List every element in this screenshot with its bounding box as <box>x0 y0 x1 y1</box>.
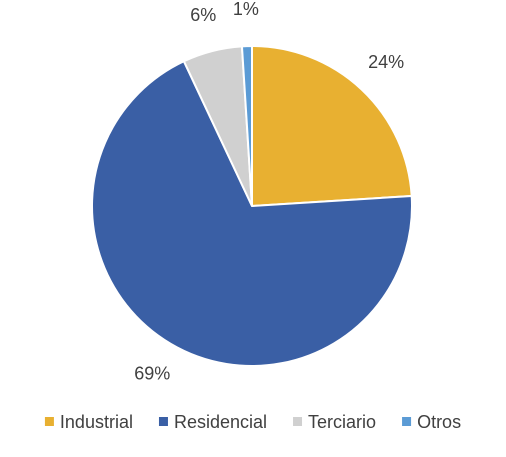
data-label: 1% <box>233 0 259 19</box>
legend-label: Terciario <box>308 412 376 432</box>
legend-swatch <box>44 417 54 426</box>
legend-swatch <box>158 417 168 426</box>
legend-swatch <box>293 417 303 426</box>
data-label: 24% <box>368 52 404 72</box>
legend-swatch <box>402 417 412 426</box>
legend-label: Otros <box>417 412 461 432</box>
pie-slice <box>91 59 413 367</box>
pie-slice <box>240 44 253 207</box>
pie-slice <box>251 44 413 208</box>
data-label: 6% <box>190 5 216 25</box>
legend-label: Industrial <box>60 412 133 432</box>
legend-label: Residencial <box>174 412 267 432</box>
data-label: 69% <box>134 363 170 383</box>
